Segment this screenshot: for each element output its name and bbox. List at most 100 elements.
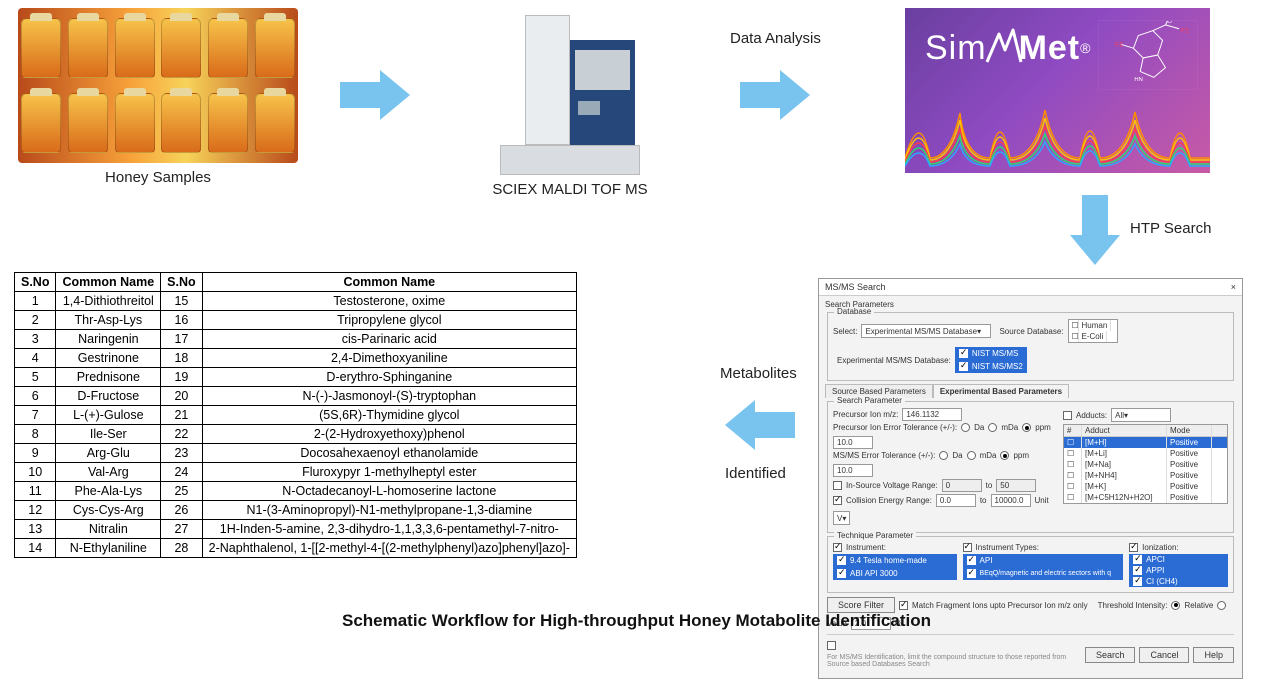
arrow-3: HTP Search: [1070, 195, 1120, 265]
arrow-2: Data Analysis: [740, 70, 810, 120]
unit-label: Unit: [1035, 496, 1049, 505]
cerange-label: Collision Energy Range:: [846, 496, 932, 505]
svg-text:F1: F1: [1181, 28, 1189, 35]
search-button[interactable]: Search: [1085, 647, 1136, 663]
figure-caption: Schematic Workflow for High-throughput H…: [0, 611, 1273, 631]
spectrum-peaks: [905, 98, 1210, 173]
adduct-row[interactable]: ☐[M+K]Positive: [1064, 481, 1227, 492]
simmet-reg: ®: [1080, 40, 1091, 56]
adduct-row[interactable]: ☐[M+Li]Positive: [1064, 448, 1227, 459]
mserr-unit-ppm[interactable]: [1000, 451, 1009, 460]
adduct-row[interactable]: ☐[M+NH4]Positive: [1064, 470, 1227, 481]
help-button[interactable]: Help: [1193, 647, 1234, 663]
svg-text:F2: F2: [1115, 41, 1123, 48]
adduct-row[interactable]: ☐[M+H]Positive: [1064, 437, 1227, 448]
arrow-1: [340, 70, 410, 120]
table-row: 12Cys-Cys-Arg26N1-(3-Aminopropyl)-N1-met…: [15, 501, 577, 520]
adduct-table[interactable]: # Adduct Mode ☐[M+H]Positive☐[M+Li]Posit…: [1063, 424, 1228, 504]
tech-param-fieldset: Technique Parameter Instrument: 9.4 Tesl…: [827, 536, 1234, 593]
itype-list[interactable]: API BEqQ/magnetic and electric sectors w…: [963, 554, 1124, 580]
perr-label: Precursor Ion Error Tolerance (+/-):: [833, 423, 957, 432]
ion-list[interactable]: APCI APPI CI (CH4): [1129, 554, 1228, 587]
exp-db-list[interactable]: NIST MS/MS NIST MS/MS2: [955, 347, 1027, 373]
perr-unit-da[interactable]: [961, 423, 970, 432]
adducts-check[interactable]: [1063, 411, 1072, 420]
vrange-from[interactable]: 0: [942, 479, 982, 492]
vrange-to[interactable]: 50: [996, 479, 1036, 492]
adduct-row[interactable]: ☐[M+C5H12N+H2O]Positive: [1064, 492, 1227, 503]
mserr-label: MS/MS Error Tolerance (+/-):: [833, 451, 935, 460]
svg-text:O: O: [1167, 20, 1172, 25]
perr-unit-ppm[interactable]: [1022, 423, 1031, 432]
table-header: S.No: [161, 273, 202, 292]
table-row: 11,4-Dithiothreitol15Testosterone, oxime: [15, 292, 577, 311]
adduct-row[interactable]: ☐[M+Na]Positive: [1064, 459, 1227, 470]
table-row: 3Naringenin17cis-Parinaric acid: [15, 330, 577, 349]
svg-text:HN: HN: [1134, 77, 1142, 83]
adducts-label: Adducts:: [1076, 411, 1107, 420]
vrange-label: In-Source Voltage Range:: [846, 481, 938, 490]
cerange-to[interactable]: 10000.0: [991, 494, 1031, 507]
dialog-title-text: MS/MS Search: [825, 282, 886, 292]
arrow-2-label: Data Analysis: [730, 30, 821, 47]
molecule-icon: F1 F2 O HN: [1098, 20, 1198, 90]
adducts-select[interactable]: All ▾: [1111, 408, 1171, 422]
table-header: S.No: [15, 273, 56, 292]
match-fragment-check[interactable]: [899, 601, 908, 610]
table-row: 2Thr-Asp-Lys16Tripropylene glycol: [15, 311, 577, 330]
simmet-title-a: Sim: [925, 29, 987, 68]
table-row: 14N-Ethylaniline282-Naphthalenol, 1-[[2-…: [15, 539, 577, 558]
instr-label: Instrument:: [846, 543, 886, 552]
arrow-4: Metabolites Identified: [725, 400, 795, 450]
tab-experimental-params[interactable]: Experimental Based Parameters: [933, 384, 1069, 398]
simmet-card: Sim Met ® F1 F2 O HN: [905, 8, 1210, 173]
metabolite-table: S.NoCommon NameS.NoCommon Name 11,4-Dith…: [14, 272, 577, 558]
stage-instrument: SCIEX MALDI TOF MS: [480, 0, 660, 198]
search-param-fieldset: Search Parameter Precursor Ion m/z: 146.…: [827, 401, 1234, 533]
stage-simmet: Sim Met ® F1 F2 O HN: [905, 8, 1210, 173]
honey-label: Honey Samples: [105, 169, 211, 186]
perr-input[interactable]: 10.0: [833, 436, 873, 449]
source-db-label: Source Database:: [999, 327, 1063, 336]
match-fragment-label: Match Fragment Ions upto Precursor Ion m…: [912, 601, 1088, 610]
precursor-input[interactable]: 146.1132: [902, 408, 962, 421]
limit-struct-label: For MS/MS Identification, limit the comp…: [827, 654, 1081, 668]
mserr-unit-mda[interactable]: [967, 451, 976, 460]
thresh-relative[interactable]: [1171, 601, 1180, 610]
table-row: 11Phe-Ala-Lys25N-Octadecanoyl-L-homoseri…: [15, 482, 577, 501]
table-row: 10Val-Arg24Fluroxypyr 1-methylheptyl est…: [15, 463, 577, 482]
thresh-label: Threshold Intensity:: [1098, 601, 1168, 610]
stage-table: S.NoCommon NameS.NoCommon Name 11,4-Dith…: [14, 272, 577, 558]
simmet-logo: Sim Met ®: [925, 28, 1091, 68]
cancel-button[interactable]: Cancel: [1139, 647, 1189, 663]
source-db-list[interactable]: ☐Human ☐E-Coli: [1068, 319, 1118, 343]
cerange-from[interactable]: 0.0: [936, 494, 976, 507]
mserr-unit-da[interactable]: [939, 451, 948, 460]
dialog-titlebar: MS/MS Search ×: [819, 279, 1242, 296]
arrow-4-label-bot: Identified: [725, 465, 786, 482]
select-db-dropdown[interactable]: Experimental MS/MS Database ▾: [861, 324, 991, 338]
database-legend: Database: [834, 307, 874, 316]
thresh-value[interactable]: [1217, 601, 1226, 610]
instrument-label: SCIEX MALDI TOF MS: [492, 181, 647, 198]
close-icon[interactable]: ×: [1231, 282, 1236, 292]
table-row: 5Prednisone19D-erythro-Sphinganine: [15, 368, 577, 387]
vrange-check[interactable]: [833, 481, 842, 490]
ion-label: Ionization:: [1142, 543, 1178, 552]
instr-check[interactable]: [833, 543, 842, 552]
perr-unit-mda[interactable]: [988, 423, 997, 432]
table-row: 8Ile-Ser222-(2-Hydroxyethoxy)phenol: [15, 425, 577, 444]
ion-check[interactable]: [1129, 543, 1138, 552]
simmet-title-b: Met: [1019, 29, 1081, 68]
exp-db-label: Experimental MS/MS Database:: [837, 356, 951, 365]
precursor-label: Precursor Ion m/z:: [833, 410, 898, 419]
table-row: 9Arg-Glu23Docosahexaenoyl ethanolamide: [15, 444, 577, 463]
itype-check[interactable]: [963, 543, 972, 552]
limit-struct-check[interactable]: [827, 641, 836, 650]
honey-image: [18, 8, 298, 163]
cerange-check[interactable]: [833, 496, 842, 505]
instr-list[interactable]: 9.4 Tesla home-made ABI API 3000: [833, 554, 957, 580]
arrow-3-label: HTP Search: [1130, 220, 1211, 237]
cerange-unit[interactable]: V ▾: [833, 511, 850, 525]
mserr-input[interactable]: 10.0: [833, 464, 873, 477]
